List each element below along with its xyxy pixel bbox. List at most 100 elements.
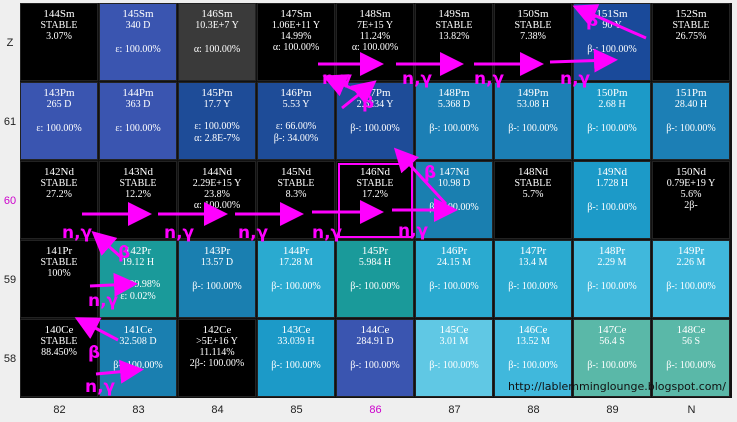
abundance: 26.75% — [675, 31, 707, 42]
nuclide-name: 146Nd — [360, 166, 390, 178]
abundance: 13.82% — [438, 31, 470, 42]
nuclide-name: 146Ce — [518, 324, 548, 336]
decay-mode: β-: 100.00% — [350, 281, 400, 292]
nuclide-cell: 145Sm 340 D ε: 100.00% — [99, 3, 177, 81]
decay-mode: β-: 100.00% — [587, 202, 637, 213]
half-life: 1.728 H — [595, 178, 629, 189]
decay-mode: β-: 100.00% — [429, 281, 479, 292]
half-life: 7E+15 Y — [356, 20, 394, 31]
half-life: 13.57 D — [200, 257, 234, 268]
decay-mode: ε: 100.00% — [115, 44, 161, 55]
nuclide-cell: 152Sm STABLE 26.75% — [652, 3, 730, 81]
n-label: 88 — [527, 404, 540, 416]
decay-mode: ε: 100.00% — [115, 123, 161, 134]
nuclide-cell: 147Nd 10.98 D β-: 100.00% — [415, 161, 493, 239]
nuclide-cell: 147Ce 56.4 S β-: 100.00% — [573, 319, 651, 397]
nuclide-name: 144Nd — [202, 166, 232, 178]
decay-mode: ε: 66.00% — [275, 121, 317, 132]
nuclide-name: 148Pm — [438, 87, 470, 99]
nuclide-name: 144Sm — [43, 8, 75, 20]
nuclide-cell: 148Sm 7E+15 Y 11.24% α: 100.00% — [336, 3, 414, 81]
half-life: STABLE — [356, 178, 394, 189]
nuclide-cell: 151Sm 90 Y β-: 100.00% — [573, 3, 651, 81]
nuclide-cell: 141Ce 32.508 D β-: 100.00% — [99, 319, 177, 397]
half-life: 13.52 M — [516, 336, 550, 347]
n-label: 84 — [211, 404, 224, 416]
nuclide-name: 143Nd — [123, 166, 153, 178]
half-life: STABLE — [40, 336, 78, 347]
nuclide-name: 147Pr — [519, 245, 547, 257]
half-life: 5.368 D — [437, 99, 471, 110]
source-url[interactable]: http://lablemminglounge.blogspot.com/ — [508, 380, 726, 393]
decay-mode: β-: 100.00% — [587, 123, 637, 134]
decay-mode: β-: 100.00% — [350, 360, 400, 371]
nuclide-cell: 144Ce 284.91 D β-: 100.00% — [336, 319, 414, 397]
decay-mode: β-: 100.00% — [271, 360, 321, 371]
nuclide-name: 148Sm — [359, 8, 391, 20]
nuclide-cell: 145Pm 17.7 Y ε: 100.00% α: 2.8E-7% — [178, 82, 256, 160]
nuclide-name: 141Pr — [45, 245, 73, 257]
half-life: STABLE — [40, 20, 78, 31]
half-life: STABLE — [40, 178, 78, 189]
abundance: 7.38% — [520, 31, 546, 42]
half-life: 17.7 Y — [203, 99, 231, 110]
nuclide-name: 145Nd — [281, 166, 311, 178]
nuclide-name: 146Sm — [201, 8, 233, 20]
n-label: 87 — [448, 404, 461, 416]
abundance: 23.8% — [204, 189, 230, 200]
decay-mode-secondary: ε: 0.02% — [120, 291, 156, 302]
decay-mode: β-: 100.00% — [666, 281, 716, 292]
z-label: 60 — [3, 195, 17, 207]
half-life: 0.79E+19 Y — [666, 178, 716, 189]
half-life: 265 D — [46, 99, 72, 110]
nuclide-cell: 150Pm 2.68 H β-: 100.00% — [573, 82, 651, 160]
half-life: 284.91 D — [356, 336, 394, 347]
half-life: 19.12 H — [121, 257, 155, 268]
nuclide-name: 150Pm — [596, 87, 628, 99]
nuclide-cell: 151Pm 28.40 H β-: 100.00% — [652, 82, 730, 160]
nuclide-name: 145Pr — [361, 245, 389, 257]
half-life: 3.01 M — [439, 336, 469, 347]
nuclide-name: 149Nd — [597, 166, 627, 178]
nuclide-cell: 146Pm 5.53 Y ε: 66.00% β-: 34.00% — [257, 82, 335, 160]
half-life: STABLE — [514, 178, 552, 189]
decay-mode: α: 100.00% — [351, 42, 399, 53]
half-life: 13.4 M — [518, 257, 548, 268]
nuclide-cell: 147Sm 1.06E+11 Y 14.99% α: 100.00% — [257, 3, 335, 81]
nuclide-name: 148Pr — [598, 245, 626, 257]
nuclide-cell: 145Nd STABLE 8.3% — [257, 161, 335, 239]
abundance: 5.7% — [522, 189, 544, 200]
n-label: N — [687, 404, 696, 416]
n-label: 86 — [369, 404, 382, 416]
n-label: 83 — [132, 404, 145, 416]
half-life: 24.15 M — [437, 257, 471, 268]
decay-mode-secondary: β-: 34.00% — [273, 133, 319, 144]
nuclide-name: 140Ce — [44, 324, 74, 336]
decay-mode: β-: 100.00% — [429, 360, 479, 371]
decay-mode: α: 100.00% — [272, 42, 320, 53]
nuclide-cell: 148Pr 2.29 M β-: 100.00% — [573, 240, 651, 318]
decay-mode: 2β- — [684, 200, 698, 211]
half-life: 17.28 M — [279, 257, 313, 268]
half-life: STABLE — [514, 20, 552, 31]
n-label: 82 — [53, 404, 66, 416]
decay-mode-secondary: α: 2.8E-7% — [194, 133, 240, 144]
half-life: 2.29 M — [597, 257, 627, 268]
half-life: 53.08 H — [516, 99, 550, 110]
nuclide-name: 149Pr — [677, 245, 705, 257]
nuclide-name: 145Pm — [201, 87, 233, 99]
half-life: STABLE — [119, 178, 157, 189]
half-life: 90 Y — [602, 20, 622, 31]
decay-mode: β-: 100.00% — [666, 123, 716, 134]
decay-mode: ε: 100.00% — [194, 121, 240, 132]
nuclide-name: 151Pm — [675, 87, 707, 99]
nuclide-cell: 148Pm 5.368 D β-: 100.00% — [415, 82, 493, 160]
abundance: 100% — [47, 268, 71, 279]
z-label: Z — [6, 37, 14, 49]
abundance: 12.2% — [125, 189, 151, 200]
abundance: 8.3% — [285, 189, 307, 200]
decay-mode: β-: 100.00% — [587, 281, 637, 292]
nuclide-name: 147Nd — [439, 166, 469, 178]
nuclide-name: 145Ce — [439, 324, 469, 336]
nuclide-cell: 143Ce 33.039 H β-: 100.00% — [257, 319, 335, 397]
